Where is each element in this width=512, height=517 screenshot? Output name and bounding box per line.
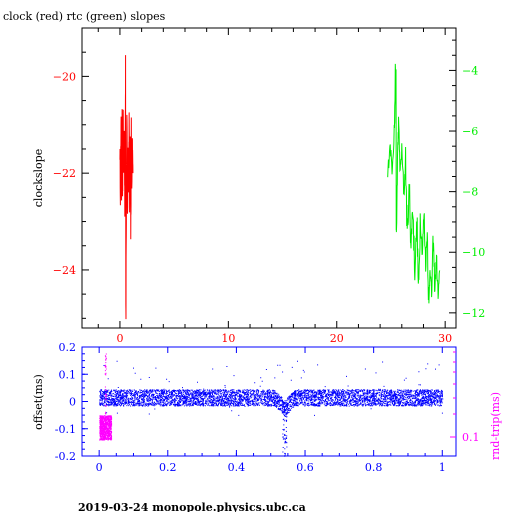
top-y2-tick-label: −4	[462, 64, 478, 77]
bottom-x-tick-label: 0.6	[296, 461, 314, 474]
bottom-axis-ticks: 0 0.2 0.4 0.6 0.8 1 0.2 0.1 0 -0.1 -0.2 0.1	[55, 341, 480, 474]
bottom-y-tick-label: 0	[69, 396, 76, 409]
top-y-tick-label: −24	[53, 264, 76, 277]
bottom-y-tick-label: -0.2	[55, 450, 76, 463]
top-y2-tick-label: −6	[462, 125, 478, 138]
top-x-tick-label: 30	[438, 332, 452, 345]
footer-hostname-date: 2019-03-24 monopole.physics.ubc.ca	[78, 501, 306, 512]
clockslope-panel: clockslope 0 10 20 30 −20 −22 −24 −4 −6 −8 −10 −12	[32, 27, 485, 345]
top-y-tick-label: −20	[53, 70, 76, 83]
bottom-x-tick-label: 1	[439, 461, 446, 474]
top-y2-tick-label: −12	[462, 307, 485, 320]
roundtrip-series-points	[99, 353, 113, 441]
bottom-series-layer	[99, 353, 444, 457]
top-y-tick-label: −22	[53, 167, 76, 180]
bottom-x-tick-label: 0.4	[228, 461, 246, 474]
bottom-y-tick-label: -0.1	[55, 423, 76, 436]
top-y-axis-label: clockslope	[32, 149, 45, 207]
top-x-tick-label: 0	[116, 332, 123, 345]
clock-series-line	[119, 55, 134, 320]
offset-panel: offset(ms) rnd-trip(ms) 0 0.2 0.4 0.6 0.8 1 0.…	[32, 341, 502, 474]
bottom-x-tick-label: 0.8	[365, 461, 383, 474]
top-x-tick-label: 10	[221, 332, 235, 345]
bottom-x-tick-label: 0.2	[159, 461, 177, 474]
bottom-y2-axis-label: rnd-trip(ms)	[489, 392, 502, 460]
top-axis-ticks: 0 10 20 30 −20 −22 −24 −4 −6 −8 −10 −12	[53, 28, 485, 345]
offset-series-points	[99, 360, 444, 457]
bottom-y-axis-label: offset(ms)	[32, 374, 45, 430]
bottom-y2-tick-label: 0.1	[462, 431, 480, 444]
bottom-y-tick-label: 0.2	[59, 341, 77, 354]
top-y2-tick-label: −8	[462, 186, 478, 199]
top-x-tick-label: 20	[330, 332, 344, 345]
rtc-series-line	[387, 63, 441, 304]
bottom-y-tick-label: 0.1	[59, 368, 77, 381]
bottom-x-tick-label: 0	[96, 461, 103, 474]
top-plot-frame	[81, 27, 457, 329]
top-series-layer	[119, 55, 441, 320]
top-y2-tick-label: −10	[462, 246, 485, 259]
chart-title: clock (red) rtc (green) slopes	[3, 10, 166, 23]
